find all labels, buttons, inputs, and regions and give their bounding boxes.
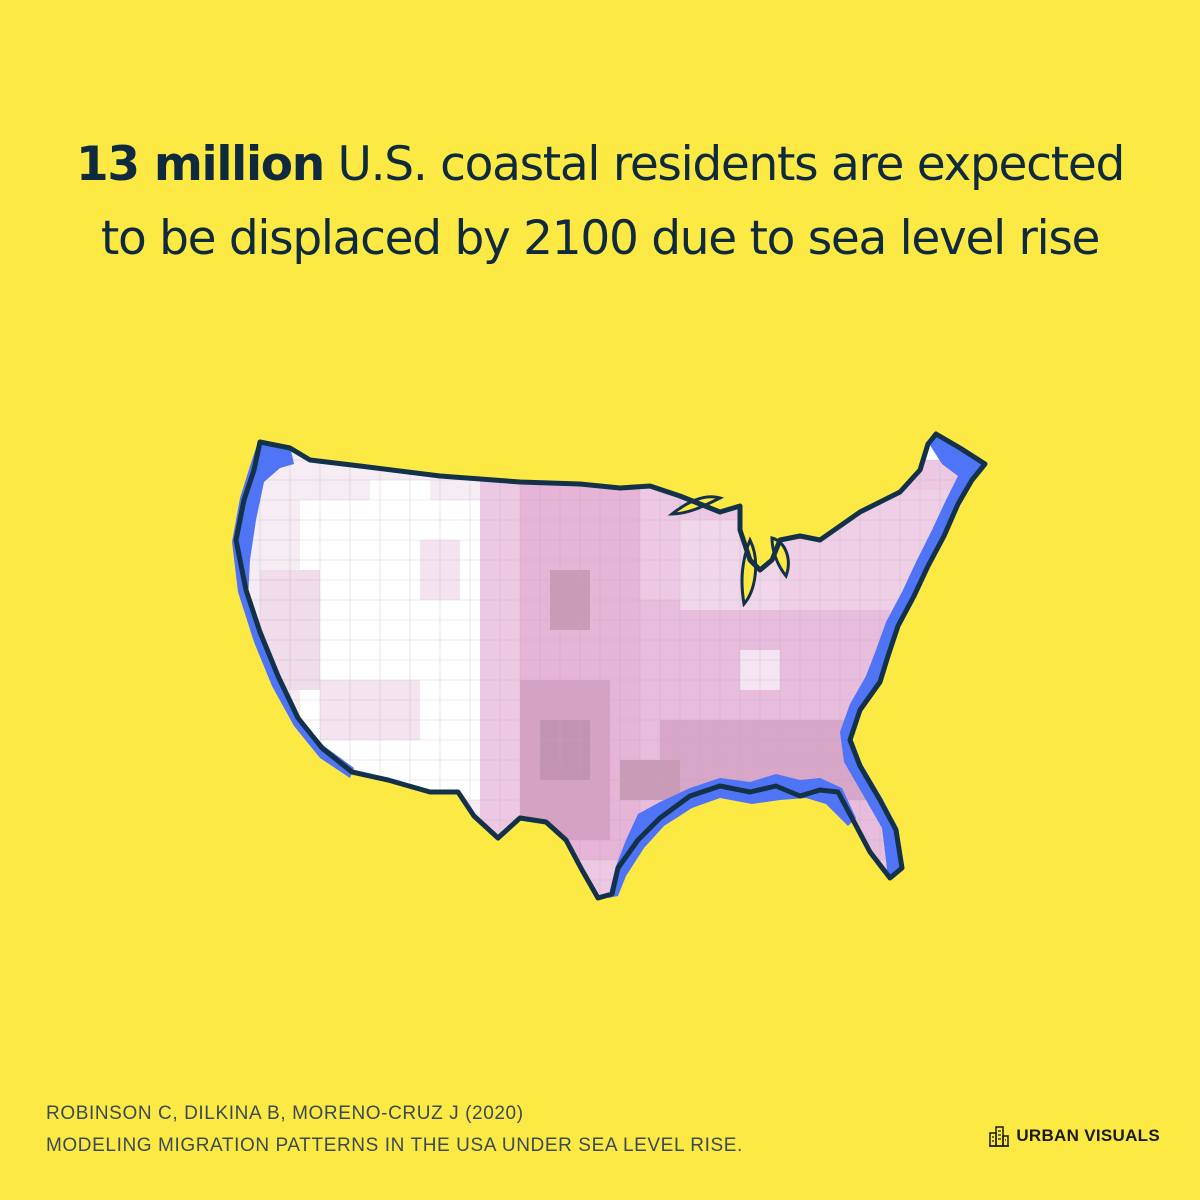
headline: 13 million U.S. coastal residents are ex… (60, 128, 1140, 276)
buildings-icon (989, 1126, 1010, 1147)
us-map (220, 420, 1010, 910)
citation-title: MODELING MIGRATION PATTERNS IN THE USA U… (46, 1135, 743, 1156)
citation-authors: ROBINSON C, DILKINA B, MORENO-CRUZ J (20… (46, 1103, 524, 1124)
brand-name: URBAN VISUALS (1016, 1126, 1160, 1145)
us-map-svg (232, 420, 1010, 910)
lakes-outline (667, 495, 790, 608)
headline-text: U.S. coastal residents are expected to b… (100, 137, 1125, 266)
source-citation: ROBINSON C, DILKINA B, MORENO-CRUZ J (20… (46, 1098, 743, 1162)
brand-logo: URBAN VISUALS (988, 1122, 1160, 1150)
headline-highlight: 13 million (75, 137, 325, 192)
